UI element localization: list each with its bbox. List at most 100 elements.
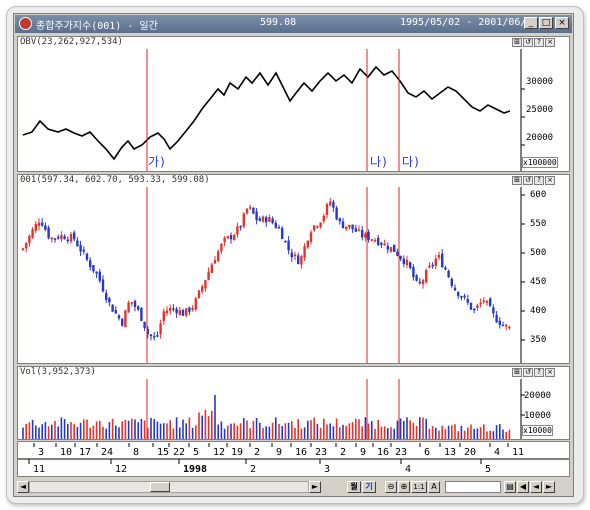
maximize-button[interactable]: □ [539,17,553,29]
x-month-label: 3 [324,464,330,475]
scroll-right-icon[interactable]: ► [309,481,321,493]
volume-bar [255,418,258,439]
price-ytick: 350 [530,335,547,345]
page-icon[interactable]: ▤ [504,481,516,493]
candle-body [204,280,207,289]
volume-bar [239,423,242,439]
volume-bar [60,417,63,439]
volume-bar [57,426,59,439]
zoom-out-icon[interactable]: ⊖ [385,481,397,493]
candle-body [405,259,409,265]
candle-body [50,237,53,240]
volume-bar [495,425,498,439]
chart-window: 종합주가지수(001) - 일간 599.08 1995/05/02 - 200… [13,13,574,497]
volume-bar [233,423,235,439]
volume-bar [31,419,34,439]
pane-close-icon[interactable]: × [545,176,555,185]
obv-ytick: 25000 [526,105,554,115]
scroll-thumb[interactable] [150,482,170,492]
volume-bar [297,419,299,439]
close-button[interactable]: × [555,17,569,29]
candle-body [98,271,101,281]
pane-layout-icon[interactable]: ⊞ [512,176,522,185]
volume-bar [300,428,303,439]
x-day-label: 12 [213,447,225,458]
pane-close-icon[interactable]: × [545,368,555,377]
volume-bar [412,422,415,439]
candle-body [159,323,162,335]
candle-body [508,326,511,329]
candle-body [303,246,306,258]
obv-ytick: 30000 [526,77,554,87]
ratio-button[interactable]: 1:1 [411,481,427,493]
volume-bar [380,426,383,439]
price-header: 001(597.34, 602.70, 593.33, 599.08) [20,175,210,185]
pane-refresh-icon[interactable]: ↺ [523,38,533,47]
month-view-button[interactable]: 월 [347,481,361,493]
candle-body [466,298,469,303]
candle-body [450,278,453,286]
candle-body [447,270,450,278]
pane-refresh-icon[interactable]: ↺ [523,368,533,377]
x-day-label: 10 [60,447,72,458]
scroll-left-icon[interactable]: ◄ [17,481,29,493]
candle-body [325,204,329,216]
volume-bar [361,426,363,439]
candle-body [60,234,63,240]
candle-body [367,232,370,240]
candle-body [111,304,114,312]
first-icon[interactable]: ◀ [517,481,529,493]
candle-body [156,335,159,337]
pane-layout-icon[interactable]: ⊞ [512,368,522,377]
volume-pane[interactable]: Vol(3,952,373) ⊞ ↺ ? × 20000 10000 x1000… [17,366,570,440]
volume-bar [252,420,255,439]
candle-body [92,265,95,272]
next-icon[interactable]: ► [543,481,555,493]
x-day-label: 15 [157,447,169,458]
horizontal-scrollbar[interactable] [29,481,309,493]
candle-body [338,218,341,222]
candle-body [434,258,437,266]
volume-bar [415,425,418,439]
candle-body [130,302,133,304]
volume-bar [188,417,191,439]
zoom-in-icon[interactable]: ⊕ [398,481,410,493]
pane-close-icon[interactable]: × [545,38,555,47]
x-day-label: 24 [101,447,113,458]
volume-ytick: 10000 [524,411,552,421]
prev-icon[interactable]: ◄ [530,481,542,493]
period-view-button[interactable]: 기 [362,481,376,493]
candle-body [165,310,169,314]
pane-layout-icon[interactable]: ⊞ [512,38,522,47]
volume-bar [281,426,283,439]
volume-bar [220,421,223,439]
pane-help-icon[interactable]: ? [534,176,544,185]
candle-body [341,221,345,229]
x-day-label: 6 [424,447,430,458]
price-pane[interactable]: 001(597.34, 602.70, 593.33, 599.08) ⊞ ↺ … [17,174,570,364]
price-ytick: 550 [530,219,547,229]
volume-bar [486,431,488,439]
pane-refresh-icon[interactable]: ↺ [523,176,533,185]
candle-body [297,255,300,265]
price-chart [21,187,525,363]
font-button[interactable]: A [428,481,440,493]
candle-body [306,240,309,248]
minimize-button[interactable]: _ [524,17,538,29]
candle-body [300,256,303,265]
pane-help-icon[interactable]: ? [534,368,544,377]
pane-help-icon[interactable]: ? [534,38,544,47]
x-day-label: 23 [315,447,327,458]
volume-bar [92,425,95,439]
code-input[interactable] [445,481,501,493]
price-ytick: 450 [530,277,547,287]
title-bar[interactable]: 종합주가지수(001) - 일간 599.08 1995/05/02 - 200… [15,15,572,33]
candle-body [460,296,463,298]
price-ytick: 500 [530,248,547,258]
candle-body [79,244,82,252]
candle-body [175,308,178,314]
obv-pane[interactable]: OBV(23,262,927,534) ⊞ ↺ ? × 가) 나) 다) 30000… [17,36,570,172]
volume-bar [422,417,424,439]
volume-bar [70,422,72,439]
volume-bar [355,418,357,439]
